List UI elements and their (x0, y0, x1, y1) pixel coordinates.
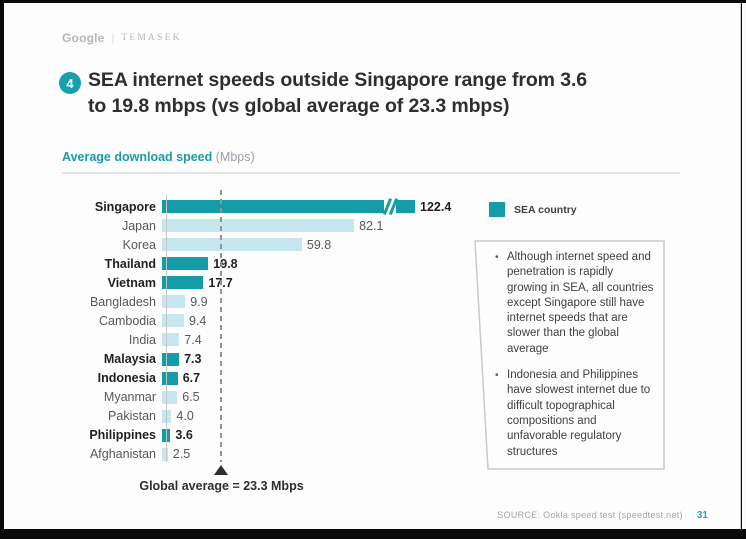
bar (162, 198, 415, 215)
bar-segment (162, 295, 186, 309)
bar (162, 238, 302, 252)
bar-category-label: Korea (122, 237, 156, 252)
logo: Google | TEMASEK (62, 31, 182, 45)
chart-axis-line (166, 195, 167, 462)
bar-row: Malaysia 7.3 (58, 350, 478, 369)
subtitle-divider (62, 172, 680, 174)
bar-segment (162, 352, 180, 366)
bar-row: Thailand 19.8 (58, 254, 478, 273)
bar-value-label: 9.4 (189, 313, 207, 328)
slide-title-line1: SEA internet speeds outside Singapore ra… (88, 69, 588, 91)
notes-callout-outline (474, 240, 665, 470)
legend-label-sea: SEA country (514, 203, 577, 216)
bar-segment (162, 238, 302, 252)
bar-segment (162, 371, 178, 385)
bar-value-label: 6.5 (182, 390, 200, 405)
bar-segment (162, 200, 384, 214)
bar (162, 295, 186, 309)
bar-category-label: Singapore (94, 199, 156, 214)
bar-row: Korea 59.8 (58, 235, 478, 254)
bar-value-label: 122.4 (420, 199, 452, 214)
bar-segment (396, 200, 415, 214)
bar-row: Bangladesh 9.9 (58, 292, 478, 311)
bar-row: Japan 82.1 (58, 216, 478, 235)
bar-segment (162, 276, 204, 290)
bar-segment (162, 257, 209, 271)
chart-subtitle-unit: (Mbps) (215, 150, 255, 164)
chart-subtitle: Average download speed (Mbps) (62, 150, 255, 164)
source-text: SOURCE: Ookla speed test (speedtest.net) (497, 510, 683, 520)
bar-value-label: 7.4 (184, 332, 202, 347)
bar-row: Philippines 3.6 (58, 426, 478, 445)
bar-category-label: Pakistan (108, 409, 156, 424)
bar (162, 219, 355, 233)
slide-number-badge: 4 (59, 72, 81, 94)
bar-category-label: Malaysia (103, 352, 156, 367)
bar-row: Indonesia 6.7 (58, 369, 478, 388)
global-average-label: Global average = 23.3 Mbps (139, 479, 304, 493)
bar (162, 390, 178, 404)
footer: SOURCE: Ookla speed test (speedtest.net)… (497, 510, 708, 521)
logo-separator: | (111, 32, 115, 44)
bar-row: Pakistan 4.0 (58, 407, 478, 426)
bar-value-label: 7.3 (184, 352, 202, 367)
temasek-logo: TEMASEK (121, 33, 182, 43)
global-average-dashed-line (220, 190, 222, 462)
bar-category-label: Vietnam (107, 275, 156, 290)
bar (162, 371, 178, 385)
bar-value-label: 2.5 (172, 447, 191, 462)
bar-category-label: India (128, 332, 156, 347)
chart-subtitle-label: Average download speed (62, 150, 213, 164)
bar-row: Singapore 122.4 (58, 197, 478, 216)
google-logo: Google (62, 31, 105, 45)
bar-value-label: 59.8 (306, 237, 332, 252)
axis-break-icon (382, 198, 398, 215)
bar-segment (162, 447, 168, 461)
chart-legend: SEA country (489, 202, 577, 217)
bar-segment (162, 390, 178, 404)
bar-row: Afghanistan 2.5 (58, 445, 478, 464)
bar (162, 257, 209, 271)
bar-row: India 7.4 (58, 330, 478, 349)
bar-value-label: 3.6 (175, 428, 193, 443)
bar (162, 447, 168, 461)
bar-category-label: Cambodia (99, 313, 156, 328)
global-average-marker-icon (214, 465, 228, 475)
bar-category-label: Afghanistan (89, 447, 156, 462)
window-edge-strip (742, 3, 746, 529)
bar-value-label: 9.9 (190, 294, 208, 309)
slide-title-line2: to 19.8 mbps (vs global average of 23.3 … (88, 95, 510, 117)
bar-row: Myanmar 6.5 (58, 388, 478, 407)
note-item: Indonesia and Philippines have slowest i… (493, 368, 655, 460)
slide: Google | TEMASEK 4 SEA internet speeds o… (4, 3, 741, 529)
legend-swatch-sea (489, 202, 505, 217)
bar-category-label: Philippines (89, 428, 156, 443)
bar (162, 352, 180, 366)
bar-rows: Singapore 122.4 Japan 82.1 Korea 59.8 Thailand… (58, 197, 478, 464)
bar-segment (162, 314, 184, 328)
bar (162, 314, 184, 328)
page-number: 31 (696, 510, 708, 521)
bar-value-label: 19.8 (213, 256, 238, 271)
slide-title: SEA internet speeds outside Singapore ra… (88, 67, 708, 119)
bar-category-label: Thailand (104, 256, 156, 271)
bar (162, 333, 180, 347)
bar-category-label: Bangladesh (89, 294, 156, 309)
bar-category-label: Japan (121, 218, 156, 233)
bar-category-label: Myanmar (103, 390, 156, 405)
bar-segment (162, 333, 180, 347)
bar (162, 276, 204, 290)
bar-segment (162, 219, 355, 233)
bar-row: Vietnam17.7 (58, 273, 478, 292)
bar-value-label: 82.1 (359, 218, 384, 233)
bar-category-label: Indonesia (97, 371, 156, 386)
note-item: Although internet speed and penetration … (493, 250, 655, 357)
bar-chart: Singapore 122.4 Japan 82.1 Korea 59.8 Thailand… (58, 197, 478, 477)
bar-value-label: 4.0 (176, 409, 194, 424)
notes-list: Although internet speed and penetration … (493, 250, 655, 471)
bar-value-label: 6.7 (182, 371, 201, 386)
bar-row: Cambodia 9.4 (58, 311, 478, 330)
